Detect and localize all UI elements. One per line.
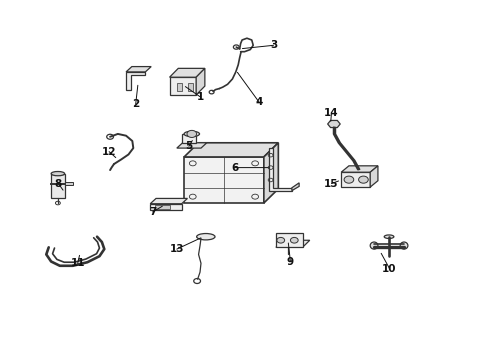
Polygon shape <box>369 166 377 187</box>
Polygon shape <box>183 157 264 203</box>
Polygon shape <box>177 82 181 91</box>
Text: 12: 12 <box>102 147 116 157</box>
Circle shape <box>358 176 367 183</box>
Ellipse shape <box>384 235 393 238</box>
Text: 5: 5 <box>185 141 192 151</box>
Polygon shape <box>181 134 196 143</box>
Polygon shape <box>169 77 196 95</box>
Polygon shape <box>275 240 309 247</box>
Circle shape <box>344 176 353 183</box>
Polygon shape <box>150 198 187 204</box>
Polygon shape <box>327 121 340 127</box>
Text: 4: 4 <box>255 97 262 107</box>
Text: 8: 8 <box>55 179 62 189</box>
Circle shape <box>276 238 284 243</box>
Text: 1: 1 <box>196 92 203 102</box>
Text: 13: 13 <box>169 244 183 254</box>
Polygon shape <box>177 143 206 148</box>
Circle shape <box>290 238 298 243</box>
Polygon shape <box>187 82 192 91</box>
Text: 3: 3 <box>269 40 277 50</box>
Polygon shape <box>64 182 73 185</box>
Polygon shape <box>268 148 291 191</box>
Polygon shape <box>291 183 299 191</box>
Text: 11: 11 <box>70 258 85 268</box>
Ellipse shape <box>196 234 215 240</box>
Polygon shape <box>126 72 145 90</box>
Text: 9: 9 <box>286 257 293 266</box>
Polygon shape <box>196 68 204 95</box>
Ellipse shape <box>51 171 64 176</box>
Text: 7: 7 <box>149 207 156 217</box>
Polygon shape <box>169 68 204 77</box>
Polygon shape <box>51 174 64 198</box>
Text: 10: 10 <box>382 264 396 274</box>
Polygon shape <box>155 205 169 209</box>
Ellipse shape <box>369 242 377 249</box>
Polygon shape <box>150 204 181 210</box>
Polygon shape <box>183 143 278 157</box>
Text: 14: 14 <box>324 108 338 118</box>
Text: 2: 2 <box>132 99 139 109</box>
Text: 6: 6 <box>231 163 238 172</box>
Text: 15: 15 <box>324 179 338 189</box>
Polygon shape <box>275 233 302 247</box>
Ellipse shape <box>399 242 407 249</box>
Circle shape <box>186 130 196 138</box>
Polygon shape <box>341 166 377 172</box>
Polygon shape <box>126 67 151 72</box>
Ellipse shape <box>183 131 199 136</box>
Polygon shape <box>264 143 278 203</box>
Polygon shape <box>341 172 369 187</box>
